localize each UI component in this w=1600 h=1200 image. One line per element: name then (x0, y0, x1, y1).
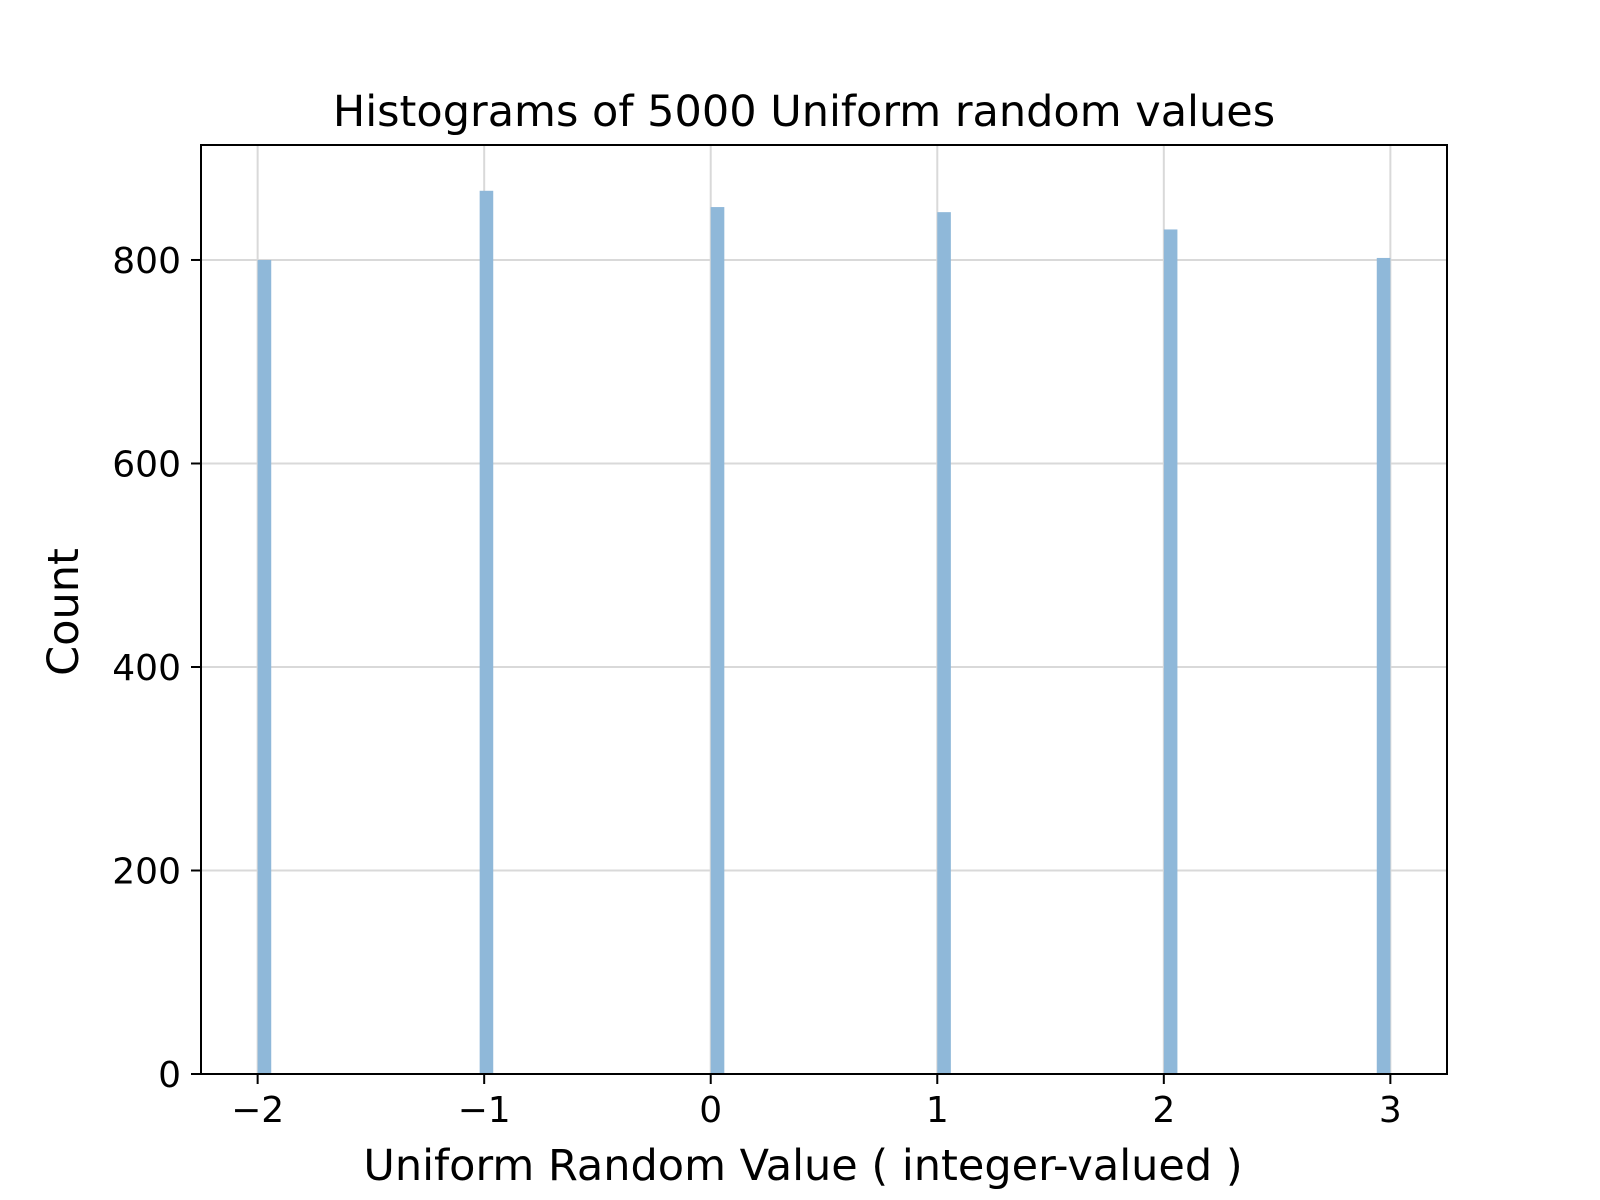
x-tick-label: −2 (231, 1090, 284, 1131)
histogram-bar (1376, 257, 1391, 1075)
y-axis-label: Count (39, 548, 89, 676)
x-tick-label: 1 (926, 1090, 949, 1131)
histogram-bar (479, 190, 494, 1075)
x-tick-label: 0 (699, 1090, 722, 1131)
axes-frame (200, 144, 1448, 1075)
y-tick-label: 0 (158, 1055, 181, 1096)
y-tick-label: 200 (112, 851, 181, 892)
x-tick-label: −1 (458, 1090, 511, 1131)
grid-lines (201, 145, 1447, 1075)
chart-title: Histograms of 5000 Uniform random values (333, 87, 1275, 137)
histogram-bar (710, 207, 725, 1075)
histogram-bar (937, 212, 951, 1075)
y-tick-label: 600 (112, 444, 181, 485)
y-tick-label: 800 (112, 241, 181, 282)
histogram-bar (257, 259, 272, 1074)
x-tick-label: 3 (1379, 1090, 1402, 1131)
histogram-bars (257, 190, 1391, 1075)
x-axis-label: Uniform Random Value ( integer-valued ) (363, 1141, 1242, 1191)
y-tick-label: 400 (112, 648, 181, 689)
axis-ticks: −2 −1 0 1 2 3 0 200 400 600 800 (112, 241, 1402, 1131)
x-tick-label: 2 (1152, 1090, 1175, 1131)
histogram-bar (1163, 229, 1178, 1075)
